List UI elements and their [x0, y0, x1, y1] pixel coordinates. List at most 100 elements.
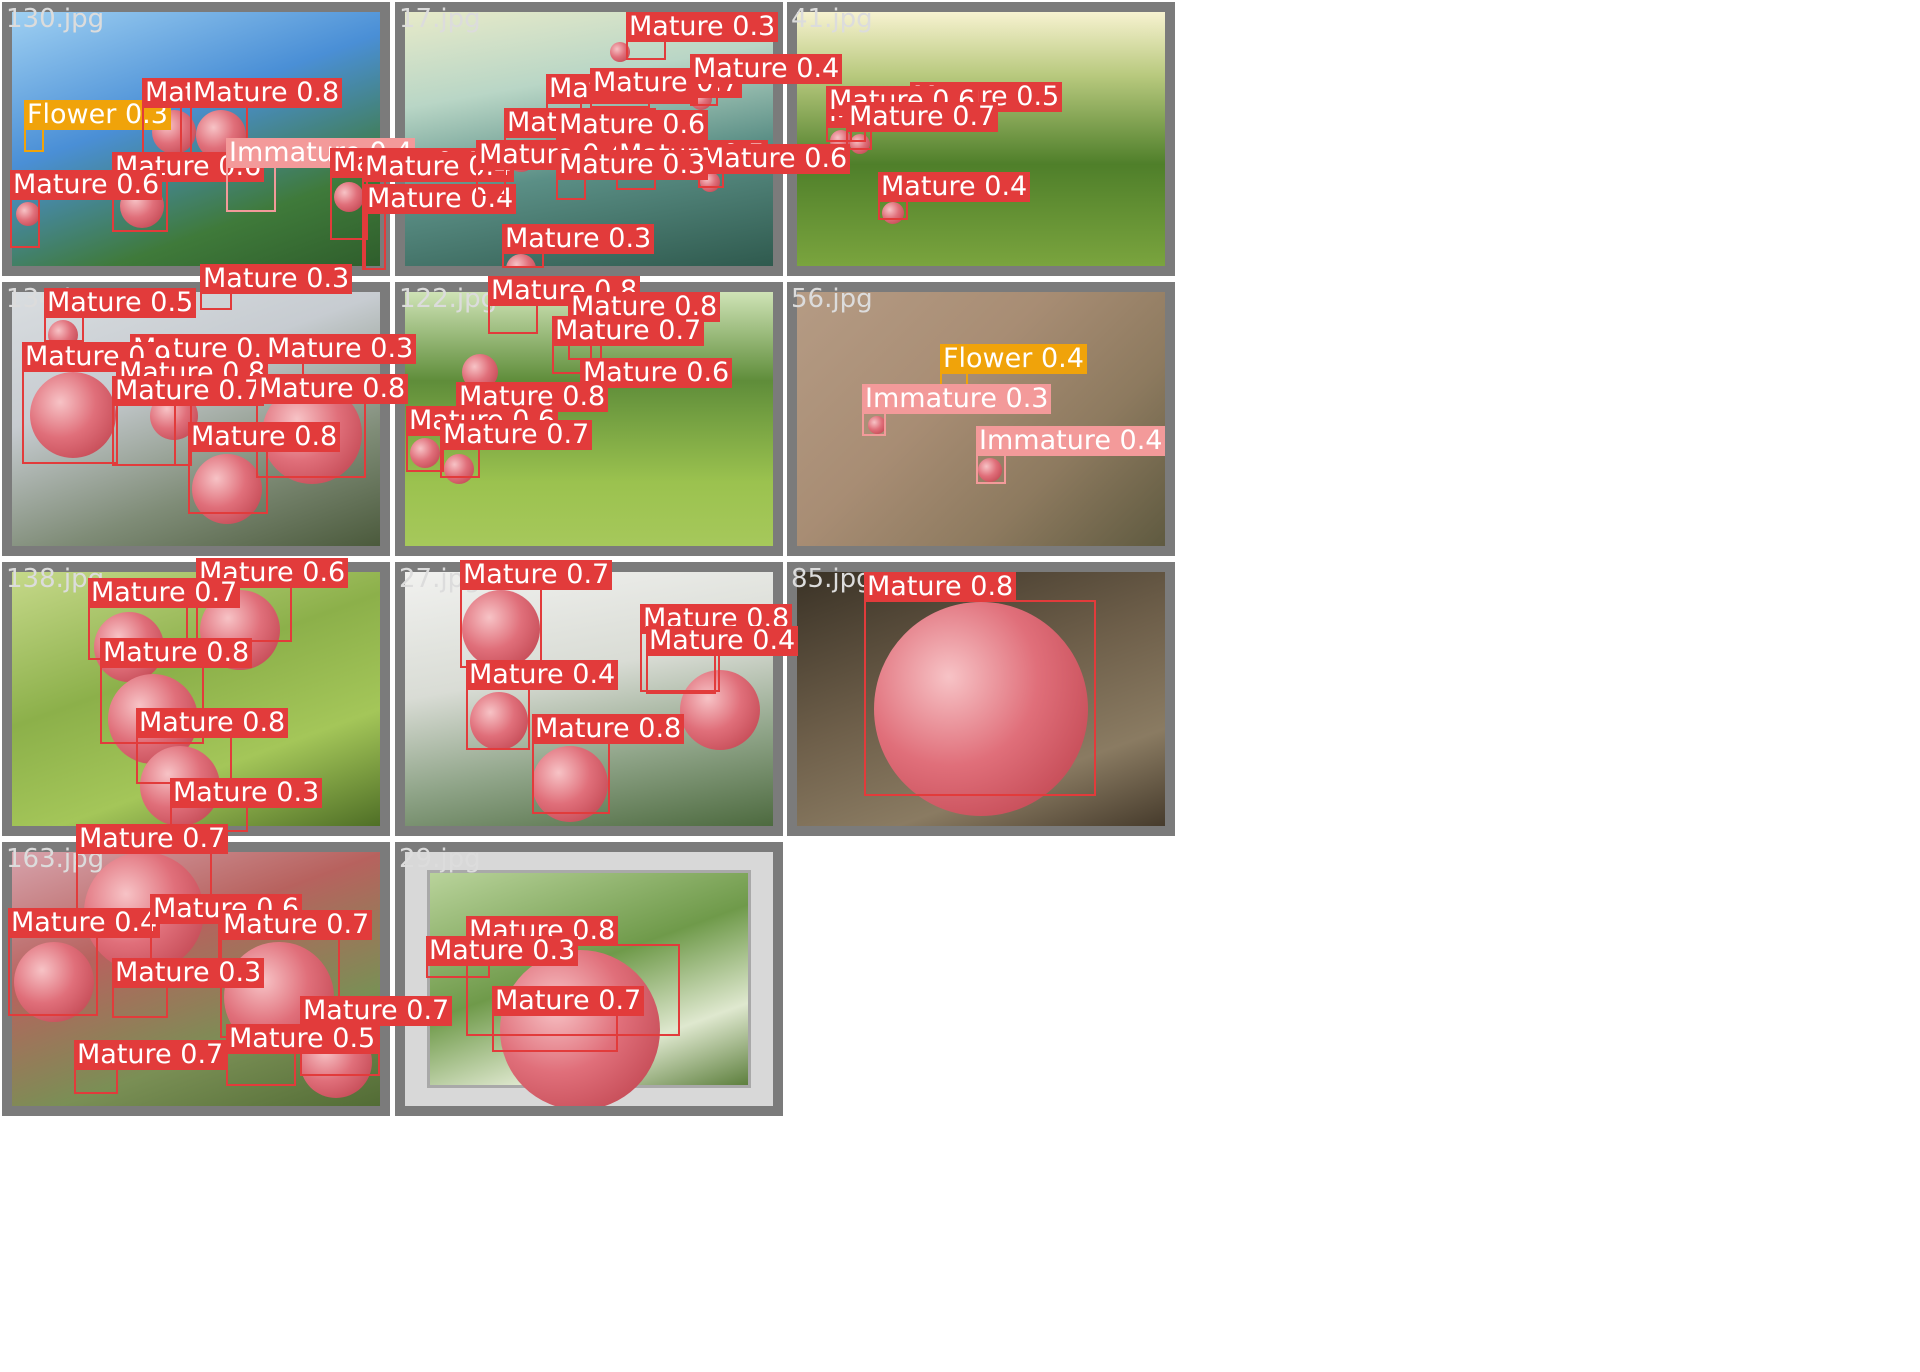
detection-score: 0.6 [662, 109, 706, 140]
detection-class: Mature [259, 373, 354, 404]
detection-box: Mature 0.6 [10, 170, 163, 248]
detection-box: Mature 0.7 [112, 376, 265, 466]
detection-label: Mature 0.7 [440, 419, 593, 450]
detection-class: Mature [463, 559, 558, 590]
detection-box: Mature 0.7 [460, 560, 613, 668]
image-filename: 41.jpg [791, 4, 873, 34]
detection-label: Mature 0.4 [878, 171, 1031, 202]
detection-class: Flower [27, 99, 117, 130]
detection-score: 0.8 [638, 713, 682, 744]
detection-class: Mature [559, 109, 654, 140]
detection-label: Mature 0.8 [256, 373, 409, 404]
detection-label: Mature 0.3 [112, 957, 265, 988]
detection-box: Mature 0.8 [188, 422, 341, 514]
detection-class: Mature [191, 421, 286, 452]
detection-label: Mature 0.4 [690, 53, 843, 84]
detection-box: Mature 0.3 [170, 778, 323, 832]
detection-box: Immature 0.3 [862, 384, 1052, 436]
detection-box: Mature 0.8 [136, 708, 289, 784]
detection-box: Mature 0.3 [112, 958, 265, 1018]
detection-box: Mature 0.8 [532, 714, 685, 814]
detection-class: Mature [267, 333, 362, 364]
detection-box: Mature 0.3 [264, 334, 417, 384]
apple-fruit [680, 670, 760, 750]
detection-box: Mature 0.6 [580, 358, 733, 410]
apple-fruit [410, 438, 440, 468]
image-filename: 17.jpg [399, 4, 481, 34]
detection-score: 0.7 [180, 1039, 224, 1070]
detection-score: 0.7 [952, 101, 996, 132]
detection-label: Mature 0.7 [846, 101, 999, 132]
detection-label: Mature 0.6 [556, 109, 709, 140]
detection-class: Flower [943, 343, 1033, 374]
detection-label: Mature 0.4 [8, 907, 161, 938]
detection-class: Mature [77, 1039, 172, 1070]
detection-label: Flower 0.4 [940, 344, 1087, 374]
detection-class: Mature [367, 183, 462, 214]
detection-class: Mature [593, 67, 688, 98]
detection-score: 0.6 [686, 357, 730, 388]
result-tile: 56.jpg Flower 0.4 Immature 0.3 Immature 0.4 [787, 282, 1175, 556]
detection-box: Mature 0.8 [256, 374, 409, 478]
apple-fruit [610, 42, 630, 62]
detection-class: Mature [173, 777, 268, 808]
detection-score: 0.8 [970, 571, 1014, 602]
detection-class: Mature [443, 419, 538, 450]
detection-label: Mature 0.3 [556, 149, 709, 180]
result-tile: 85.jpg Mature 0.8 [787, 562, 1175, 836]
detection-box: Mature 0.8 [100, 638, 253, 744]
image-filename: 56.jpg [791, 284, 873, 314]
detection-label: Mature 0.8 [532, 713, 685, 744]
detection-class: Mature [429, 935, 524, 966]
detection-class: Mature [91, 577, 186, 608]
detection-score: 0.6 [116, 169, 160, 200]
apple-fruit [868, 416, 886, 434]
detection-class: Mature [115, 957, 210, 988]
detection-label: Immature 0.4 [976, 426, 1166, 456]
detection-box: Mature 0.5 [44, 288, 197, 342]
apple-fruit [462, 590, 540, 668]
detection-score: 0.4 [1040, 343, 1084, 374]
detection-class: Mature [849, 101, 944, 132]
result-tile: 163.jpg Mature 0.7 Mature 0.4 Mature 0.6 Mat… [2, 824, 453, 1116]
detection-box: Mature 0.7 [846, 102, 999, 150]
detection-box: Mature 0.3 [556, 150, 709, 200]
detection-label: Mature 0.3 [200, 264, 353, 294]
detection-class: Mature [649, 625, 744, 656]
detection-score: 0.3 [608, 223, 652, 254]
detection-label: Mature 0.5 [226, 1024, 379, 1054]
apple-fruit [444, 454, 474, 484]
detection-box: Immature 0.4 [976, 426, 1166, 484]
detection-label: Mature 0.8 [488, 276, 641, 306]
detection-class: Mature [115, 375, 210, 406]
detection-class: Mature [555, 315, 650, 346]
detection-label: Mature 0.7 [88, 577, 241, 608]
detection-box: Mature 0.7 [74, 1040, 227, 1094]
detection-box: Mature 0.4 [476, 140, 629, 196]
detection-box: Mature 0.6 [196, 558, 349, 642]
detection-score: 0.3 [732, 11, 776, 42]
detection-score: 0.7 [566, 559, 610, 590]
detection-class: Mature [693, 53, 788, 84]
detection-score: 0.6 [804, 143, 848, 174]
apple-fruit [500, 950, 660, 1106]
detection-score: 0.7 [182, 823, 226, 854]
detection-class: Mature [11, 907, 106, 938]
detection-score: 0.4 [752, 625, 796, 656]
detection-class: Mature [535, 713, 630, 744]
detection-class: Mature [495, 985, 590, 1016]
detection-label: Mature 0.7 [74, 1039, 227, 1070]
detection-score: 0.8 [562, 381, 606, 412]
detection-class: Mature [469, 659, 564, 690]
detection-class: Mature [303, 995, 398, 1026]
detection-score: 0.4 [984, 171, 1028, 202]
detection-box: Mature 0.3 [200, 264, 353, 310]
detection-photo [797, 12, 1165, 266]
detection-score: 0.8 [242, 707, 286, 738]
detection-box: Mature 0.9 [22, 342, 175, 464]
detection-box: Mature 0.7 [88, 578, 241, 660]
detection-score: 0.3 [662, 149, 706, 180]
